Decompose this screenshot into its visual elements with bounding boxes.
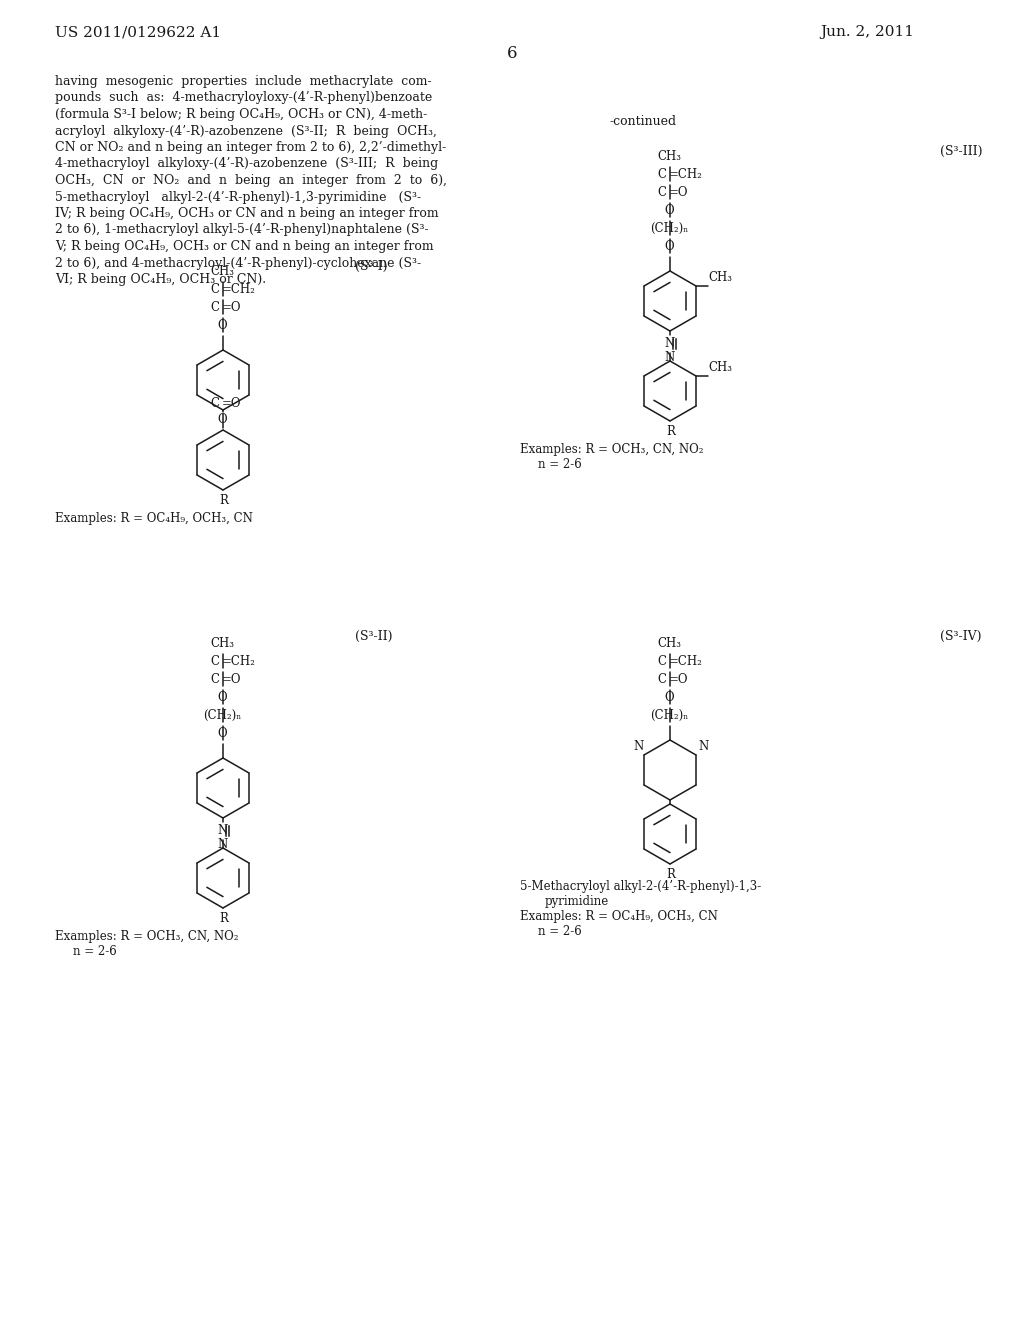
- Text: N: N: [698, 741, 709, 752]
- Text: 5-Methacryloyl alkyl-2-(4’-R-phenyl)-1,3-: 5-Methacryloyl alkyl-2-(4’-R-phenyl)-1,3…: [520, 880, 761, 894]
- Text: O: O: [217, 727, 226, 741]
- Text: CH₃: CH₃: [708, 360, 732, 374]
- Text: =O: =O: [669, 673, 688, 686]
- Text: n = 2-6: n = 2-6: [73, 945, 117, 958]
- Text: =O: =O: [222, 673, 242, 686]
- Text: 6: 6: [507, 45, 517, 62]
- Text: N: N: [664, 351, 674, 364]
- Text: R: R: [666, 869, 675, 880]
- Text: V; R being OC₄H₉, OCH₃ or CN and n being an integer from: V; R being OC₄H₉, OCH₃ or CN and n being…: [55, 240, 433, 253]
- Text: (S³-II): (S³-II): [355, 630, 392, 643]
- Text: C: C: [657, 168, 666, 181]
- Text: OCH₃,  CN  or  NO₂  and  n  being  an  integer  from  2  to  6),: OCH₃, CN or NO₂ and n being an integer f…: [55, 174, 447, 187]
- Text: C: C: [210, 282, 219, 296]
- Text: N: N: [664, 337, 674, 350]
- Text: C: C: [210, 397, 219, 411]
- Text: C: C: [657, 673, 666, 686]
- Text: C: C: [210, 673, 219, 686]
- Text: R: R: [666, 425, 675, 438]
- Text: R: R: [219, 912, 228, 925]
- Text: =O: =O: [669, 186, 688, 199]
- Text: US 2011/0129622 A1: US 2011/0129622 A1: [55, 25, 221, 40]
- Text: =CH₂: =CH₂: [222, 655, 256, 668]
- Text: (S³-III): (S³-III): [940, 145, 982, 158]
- Text: having  mesogenic  properties  include  methacrylate  com-: having mesogenic properties include meth…: [55, 75, 432, 88]
- Text: Examples: R = OCH₃, CN, NO₂: Examples: R = OCH₃, CN, NO₂: [520, 444, 703, 455]
- Text: pounds  such  as:  4-methacryloyloxy-(4’-R-phenyl)benzoate: pounds such as: 4-methacryloyloxy-(4’-R-…: [55, 91, 432, 104]
- Text: =CH₂: =CH₂: [669, 168, 702, 181]
- Text: CH₃: CH₃: [657, 150, 681, 162]
- Text: Examples: R = OC₄H₉, OCH₃, CN: Examples: R = OC₄H₉, OCH₃, CN: [55, 512, 253, 525]
- Text: O: O: [217, 319, 226, 333]
- Text: n = 2-6: n = 2-6: [538, 925, 582, 939]
- Text: N: N: [217, 824, 227, 837]
- Text: (CH₂)ₙ: (CH₂)ₙ: [203, 709, 242, 722]
- Text: C: C: [657, 655, 666, 668]
- Text: Examples: R = OCH₃, CN, NO₂: Examples: R = OCH₃, CN, NO₂: [55, 931, 239, 942]
- Text: Examples: R = OC₄H₉, OCH₃, CN: Examples: R = OC₄H₉, OCH₃, CN: [520, 909, 718, 923]
- Text: O: O: [217, 690, 226, 704]
- Text: C: C: [210, 301, 219, 314]
- Text: CH₃: CH₃: [657, 638, 681, 649]
- Text: VI; R being OC₄H₉, OCH₃ or CN).: VI; R being OC₄H₉, OCH₃ or CN).: [55, 273, 266, 286]
- Text: CH₃: CH₃: [210, 265, 234, 279]
- Text: R: R: [219, 494, 228, 507]
- Text: O: O: [217, 413, 226, 426]
- Text: Jun. 2, 2011: Jun. 2, 2011: [820, 25, 914, 40]
- Text: O: O: [664, 205, 674, 216]
- Text: pyrimidine: pyrimidine: [545, 895, 609, 908]
- Text: (S³-IV): (S³-IV): [940, 630, 981, 643]
- Text: 2 to 6), 1-methacryloyl alkyl-5-(4’-R-phenyl)naphtalene (S³-: 2 to 6), 1-methacryloyl alkyl-5-(4’-R-ph…: [55, 223, 429, 236]
- Text: IV; R being OC₄H₉, OCH₃ or CN and n being an integer from: IV; R being OC₄H₉, OCH₃ or CN and n bein…: [55, 207, 438, 220]
- Text: C: C: [210, 655, 219, 668]
- Text: O: O: [664, 690, 674, 704]
- Text: O: O: [664, 240, 674, 253]
- Text: n = 2-6: n = 2-6: [538, 458, 582, 471]
- Text: =O: =O: [222, 301, 242, 314]
- Text: C: C: [657, 186, 666, 199]
- Text: =O: =O: [222, 397, 242, 411]
- Text: N: N: [633, 741, 643, 752]
- Text: 4-methacryloyl  alkyloxy-(4’-R)-azobenzene  (S³-III;  R  being: 4-methacryloyl alkyloxy-(4’-R)-azobenzen…: [55, 157, 438, 170]
- Text: N: N: [217, 838, 227, 851]
- Text: CN or NO₂ and n being an integer from 2 to 6), 2,2’-dimethyl-: CN or NO₂ and n being an integer from 2 …: [55, 141, 446, 154]
- Text: (CH₂)ₙ: (CH₂)ₙ: [650, 222, 688, 235]
- Text: CH₃: CH₃: [210, 638, 234, 649]
- Text: (CH₂)ₙ: (CH₂)ₙ: [650, 709, 688, 722]
- Text: (S³-I): (S³-I): [355, 260, 387, 273]
- Text: -continued: -continued: [610, 115, 677, 128]
- Text: 2 to 6), and 4-methacryloyl-(4’-R-phenyl)-cyclohexane (S³-: 2 to 6), and 4-methacryloyl-(4’-R-phenyl…: [55, 256, 421, 269]
- Text: CH₃: CH₃: [708, 271, 732, 284]
- Text: =CH₂: =CH₂: [669, 655, 702, 668]
- Text: =CH₂: =CH₂: [222, 282, 256, 296]
- Text: 5-methacryloyl   alkyl-2-(4’-R-phenyl)-1,3-pyrimidine   (S³-: 5-methacryloyl alkyl-2-(4’-R-phenyl)-1,3…: [55, 190, 421, 203]
- Text: acryloyl  alkyloxy-(4’-R)-azobenzene  (S³-II;  R  being  OCH₃,: acryloyl alkyloxy-(4’-R)-azobenzene (S³-…: [55, 124, 437, 137]
- Text: (formula S³-I below; R being OC₄H₉, OCH₃ or CN), 4-meth-: (formula S³-I below; R being OC₄H₉, OCH₃…: [55, 108, 427, 121]
